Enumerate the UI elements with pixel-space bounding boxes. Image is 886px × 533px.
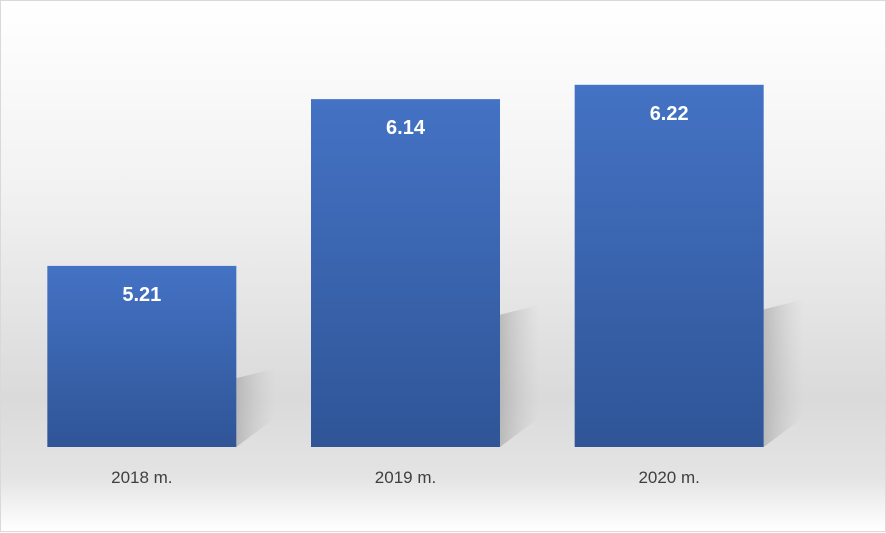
bar-2020-m: [574, 84, 764, 448]
data-label: 6.22: [650, 103, 689, 125]
data-label: 5.21: [122, 284, 161, 306]
bar-2019-m: [311, 99, 500, 447]
x-tick-label: 2019 m.: [375, 468, 436, 487]
x-tick-label: 2018 m.: [111, 468, 172, 487]
bar-shadow: [500, 304, 540, 447]
x-axis-tick-labels: 2018 m. 2019 m. 2020 m.: [111, 468, 700, 487]
x-tick-label: 2020 m.: [638, 468, 699, 487]
bar-shadow: [236, 368, 277, 447]
bar-2018-m: [47, 265, 237, 447]
data-labels: 5.21 6.14 6.22: [122, 103, 688, 306]
bars: [47, 84, 764, 448]
bar-shadows: [236, 299, 804, 447]
data-label: 6.14: [386, 117, 426, 139]
bar-shadow: [763, 299, 804, 447]
